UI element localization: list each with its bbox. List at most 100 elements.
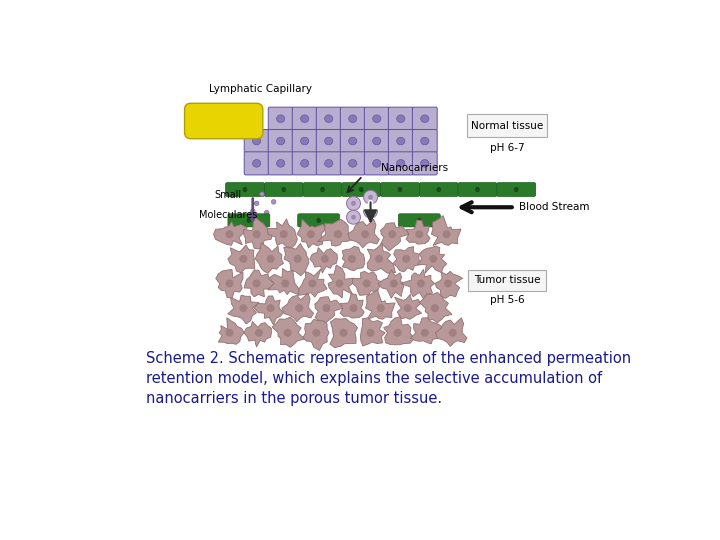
FancyBboxPatch shape (364, 152, 389, 175)
Polygon shape (298, 269, 327, 297)
Ellipse shape (276, 159, 285, 167)
Polygon shape (218, 318, 244, 345)
Polygon shape (420, 292, 452, 323)
Ellipse shape (348, 115, 357, 123)
Ellipse shape (429, 255, 437, 263)
Ellipse shape (276, 137, 285, 145)
Ellipse shape (397, 187, 402, 192)
Ellipse shape (394, 329, 402, 337)
Polygon shape (216, 269, 243, 298)
Polygon shape (303, 319, 329, 350)
Text: Small: Small (215, 190, 241, 200)
Ellipse shape (366, 329, 374, 337)
FancyBboxPatch shape (292, 130, 317, 153)
Ellipse shape (402, 255, 410, 263)
Ellipse shape (368, 208, 373, 213)
FancyBboxPatch shape (364, 130, 389, 153)
Ellipse shape (225, 280, 233, 287)
Ellipse shape (300, 159, 309, 167)
Ellipse shape (276, 115, 285, 123)
FancyBboxPatch shape (497, 183, 536, 197)
Polygon shape (272, 317, 305, 347)
FancyBboxPatch shape (292, 107, 317, 130)
Polygon shape (228, 245, 255, 273)
Polygon shape (284, 244, 309, 276)
Ellipse shape (308, 280, 317, 287)
Ellipse shape (351, 201, 356, 206)
Polygon shape (384, 316, 414, 345)
Ellipse shape (325, 115, 333, 123)
Polygon shape (361, 318, 385, 346)
Ellipse shape (253, 137, 261, 145)
Ellipse shape (307, 230, 315, 238)
Polygon shape (340, 294, 364, 318)
FancyBboxPatch shape (458, 183, 497, 197)
FancyBboxPatch shape (419, 183, 458, 197)
Ellipse shape (397, 137, 405, 145)
Text: Nanocarriers: Nanocarriers (381, 163, 448, 173)
Ellipse shape (397, 115, 405, 123)
Ellipse shape (282, 187, 286, 192)
Ellipse shape (240, 304, 248, 312)
Polygon shape (436, 318, 467, 347)
Ellipse shape (404, 304, 412, 312)
Text: retention model, which explains the selective accumulation of: retention model, which explains the sele… (145, 372, 602, 387)
Ellipse shape (312, 329, 320, 337)
Polygon shape (297, 219, 326, 248)
FancyBboxPatch shape (269, 130, 293, 153)
FancyBboxPatch shape (467, 114, 547, 137)
Polygon shape (244, 270, 274, 297)
Polygon shape (243, 215, 273, 249)
Text: Moleculares: Moleculares (199, 210, 257, 220)
Ellipse shape (339, 329, 348, 337)
Ellipse shape (388, 230, 396, 238)
Ellipse shape (390, 280, 398, 287)
Ellipse shape (225, 329, 233, 337)
Ellipse shape (300, 137, 309, 145)
Ellipse shape (417, 280, 425, 287)
Polygon shape (348, 219, 379, 248)
FancyBboxPatch shape (225, 183, 264, 197)
Polygon shape (228, 295, 259, 324)
Ellipse shape (284, 329, 292, 337)
Ellipse shape (420, 137, 429, 145)
Ellipse shape (325, 137, 333, 145)
Ellipse shape (373, 159, 381, 167)
Text: Scheme 2. Schematic representation of the enhanced permeation: Scheme 2. Schematic representation of th… (145, 352, 631, 367)
FancyBboxPatch shape (342, 183, 381, 197)
FancyBboxPatch shape (297, 214, 340, 227)
Polygon shape (435, 271, 462, 299)
Ellipse shape (255, 329, 263, 337)
Ellipse shape (334, 230, 342, 238)
Ellipse shape (475, 187, 480, 192)
Ellipse shape (449, 329, 456, 337)
Ellipse shape (251, 209, 255, 213)
Ellipse shape (420, 115, 429, 123)
Polygon shape (366, 289, 395, 319)
Ellipse shape (348, 137, 357, 145)
Ellipse shape (348, 255, 356, 263)
Polygon shape (406, 220, 430, 244)
FancyBboxPatch shape (364, 107, 389, 130)
FancyBboxPatch shape (316, 107, 341, 130)
FancyBboxPatch shape (316, 152, 341, 175)
Ellipse shape (225, 230, 233, 238)
Ellipse shape (415, 230, 423, 238)
FancyBboxPatch shape (381, 183, 419, 197)
Ellipse shape (271, 200, 276, 204)
Polygon shape (431, 215, 461, 246)
Polygon shape (418, 246, 447, 273)
FancyBboxPatch shape (184, 103, 263, 139)
Ellipse shape (514, 187, 518, 192)
Polygon shape (256, 243, 284, 273)
Ellipse shape (300, 115, 309, 123)
Ellipse shape (266, 255, 274, 263)
Ellipse shape (316, 218, 321, 223)
Ellipse shape (436, 187, 441, 192)
Polygon shape (268, 268, 299, 295)
Ellipse shape (397, 159, 405, 167)
FancyBboxPatch shape (413, 130, 437, 153)
Ellipse shape (246, 218, 251, 223)
Ellipse shape (254, 201, 259, 206)
Ellipse shape (351, 215, 356, 220)
